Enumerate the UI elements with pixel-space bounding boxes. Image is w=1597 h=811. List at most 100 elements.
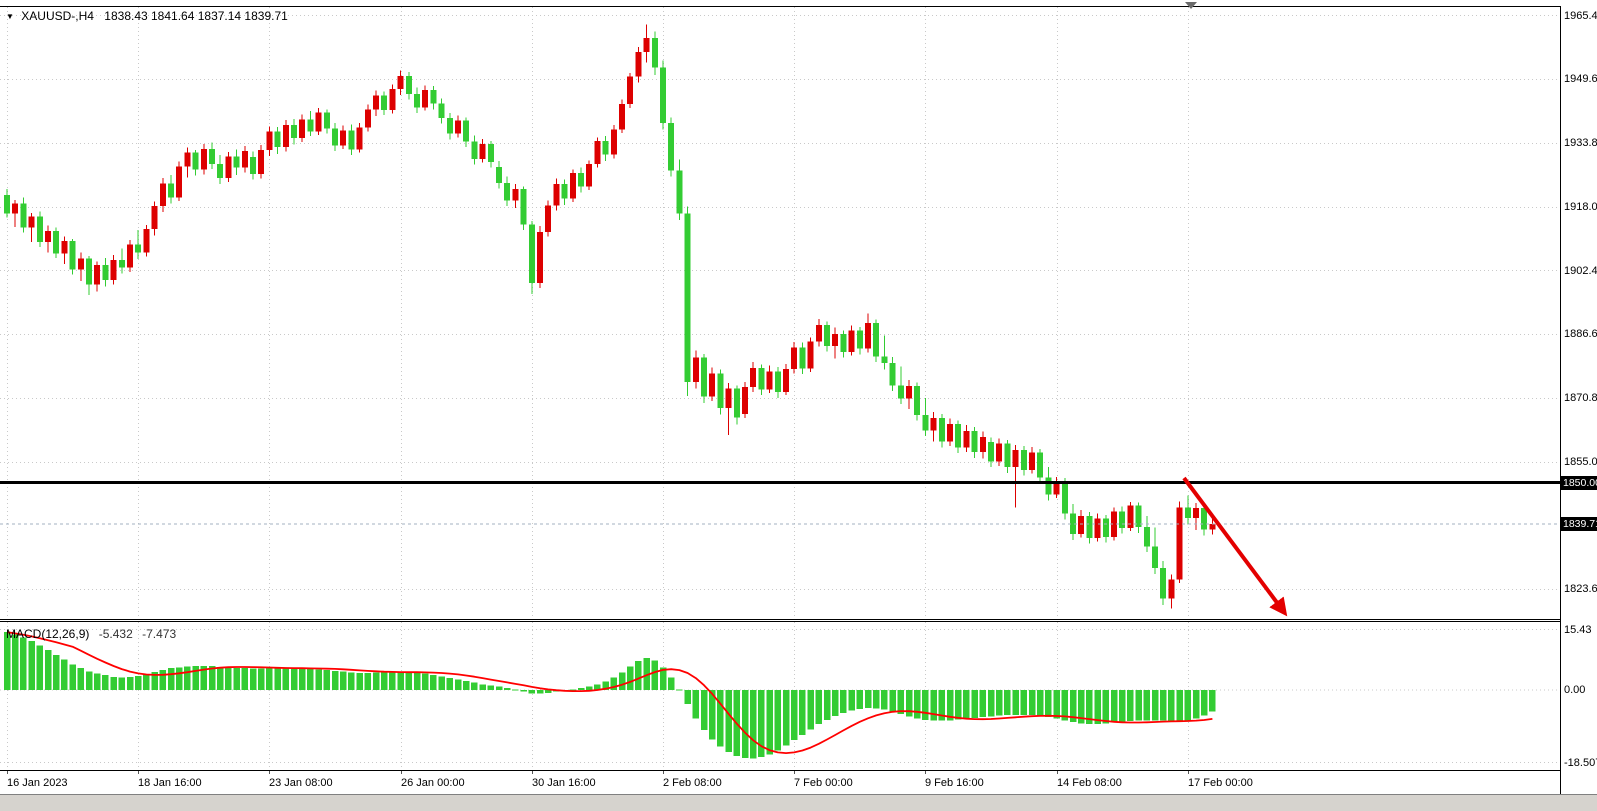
candle-body [528,224,535,284]
price-tick-label: 1870.80 [1564,392,1597,405]
candle-body [496,166,502,184]
macd-bar [643,658,650,691]
macd-bar [430,674,437,691]
macd-bar [1151,690,1159,721]
macd-bar [85,671,93,691]
candle-body [610,129,617,155]
macd-bar [930,690,937,721]
candle-body [184,152,191,167]
candle-body [979,436,986,453]
macd-bar [487,685,495,691]
candle-body [561,183,568,199]
candle-body [742,387,748,414]
candle-body [151,206,158,230]
price-axis[interactable]: 1965.40 1949.60 1933.80 1918.00 1902.40 1886.… [1561,0,1597,794]
candle-body [61,240,68,254]
candle-body [1201,508,1208,530]
candle-body [1102,518,1109,537]
candle-body [725,388,732,409]
time-tick-label: 16 Jan 2023 [7,777,68,789]
candle-body [168,183,174,198]
macd-bar [323,670,331,691]
candle-body [315,112,322,132]
time-tick-label: 18 Jan 16:00 [138,777,202,789]
macd-bar [1192,690,1200,719]
macd-bar [881,690,888,710]
candle-body [381,95,388,110]
macd-bar [635,661,642,691]
macd-bar [159,669,167,691]
price-tick-label: 1933.80 [1564,137,1597,150]
symbol-dropdown-icon: ▼ [6,12,14,21]
macd-bar [184,666,191,691]
candle-body [996,443,1003,462]
candle-body [881,356,888,363]
candle-body [397,75,404,90]
candle-body [1176,507,1183,580]
candle-body [1135,505,1142,528]
time-tick-mark [401,771,402,774]
candle-body [1053,481,1060,495]
candle-body [209,149,215,165]
macd-bar [331,670,339,691]
macd-bar [348,672,355,691]
macd-bar [758,690,765,758]
candle-body [430,89,437,104]
price-chart-canvas[interactable] [0,7,1560,619]
macd-bar [446,677,454,691]
macd-bar [3,632,11,691]
macd-bar [1200,690,1208,716]
candle-body [955,423,962,448]
macd-bar [454,679,462,691]
candle-body [217,164,224,179]
candle-body [53,230,60,254]
time-axis-bottom-border [0,794,1597,795]
macd-tick-label: 0.00 [1564,684,1586,697]
macd-indicator-canvas[interactable] [0,622,1560,770]
macd-bar [438,676,445,691]
macd-bar [577,688,585,691]
macd-bar [889,690,896,712]
macd-bar [421,673,429,691]
macd-bar [979,690,987,718]
candle-body [143,229,150,253]
macd-bar [512,689,519,691]
macd-bar [389,671,396,691]
time-axis[interactable]: 16 Jan 2023 18 Jan 16:00 23 Jan 08:00 26 Ja… [0,771,1560,794]
macd-panel-top-border[interactable] [0,621,1561,622]
macd-bar [676,689,683,691]
candle-body [651,38,658,68]
price-panel-bottom-border [0,619,1561,620]
candle-body [1168,579,1175,599]
chart-header: ▼ XAUUSD-,H4 1838.43 1841.64 1837.14 183… [6,9,288,23]
macd-bar [167,668,175,691]
candle-body [1061,481,1068,514]
macd-bar [290,668,298,691]
time-tick-mark [7,771,8,774]
candle-body [807,341,814,369]
candle-body [258,149,265,174]
price-tick-label: 1886.60 [1564,328,1597,341]
horizontal-scrollbar[interactable] [0,795,1597,811]
candle-body [356,127,363,150]
macd-bar [397,671,404,691]
macd-bar [274,668,281,691]
macd-bar [831,690,839,716]
candle-body [717,373,724,409]
macd-tick-label: 15.43 [1564,623,1592,636]
macd-bar [1135,690,1142,721]
macd-bar [134,676,142,691]
candle-body [250,157,256,174]
macd-bar [667,677,675,691]
candle-body [537,232,543,284]
candle-body [774,371,781,392]
price-axis-divider[interactable] [1560,6,1561,794]
macd-bar [913,690,921,719]
time-tick-mark [1057,771,1058,774]
macd-bar [1168,690,1175,722]
candle-body [463,120,470,142]
macd-bar [28,641,35,691]
candle-body [1094,518,1101,539]
macd-bar [823,690,831,720]
time-tick-label: 2 Feb 08:00 [663,777,722,789]
